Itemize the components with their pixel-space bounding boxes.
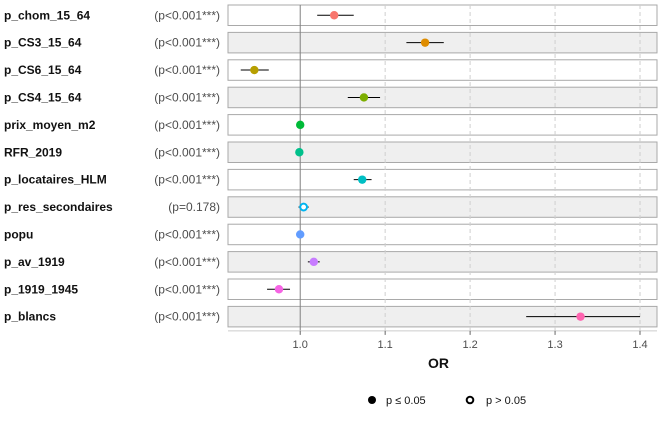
row-label: p_chom_15_64 (4, 8, 90, 22)
p-value-label: (p<0.001***) (154, 118, 220, 132)
row-band (227, 251, 658, 273)
row-band (227, 114, 658, 136)
x-axis: 1.0 1.1 1.2 1.3 1.4 OR (228, 330, 657, 371)
p-value-label: (p<0.001***) (154, 145, 220, 159)
row-band (227, 141, 658, 163)
row-band (227, 278, 658, 300)
x-axis-title: OR (428, 355, 449, 371)
p-value-label: (p<0.001***) (154, 310, 220, 324)
p-value-label: (p<0.001***) (154, 36, 220, 50)
row-label: p_CS3_15_64 (4, 36, 82, 50)
row-labels: p_chom_15_64 (p<0.001***) p_CS3_15_64 (p<0.… (4, 8, 220, 323)
x-tick-label: 1.2 (462, 339, 477, 351)
row-band (227, 4, 658, 26)
p-value-label: (p<0.001***) (154, 227, 220, 241)
legend: p ≤ 0.05 p > 0.05 (368, 395, 526, 407)
or-point (358, 175, 367, 184)
row-bands (227, 4, 658, 328)
or-point (296, 230, 305, 239)
legend-label: p ≤ 0.05 (386, 395, 426, 407)
or-point (299, 202, 309, 212)
row-label: p_av_1919 (4, 255, 65, 269)
row-band (227, 168, 658, 191)
or-point (309, 257, 318, 267)
row-label: p_blancs (4, 310, 56, 324)
row-label: RFR_2019 (4, 145, 62, 159)
row-band (227, 305, 658, 328)
p-value-label: (p<0.001***) (154, 90, 220, 104)
x-tick-label: 1.1 (378, 339, 393, 351)
p-value-label: (p<0.001***) (154, 63, 220, 77)
or-point (250, 65, 259, 75)
row-band (227, 196, 658, 218)
data-marks (240, 11, 641, 321)
row-label: popu (4, 227, 33, 241)
legend-label: p > 0.05 (486, 395, 526, 407)
p-value-label: (p<0.001***) (154, 173, 220, 187)
row-label: p_CS4_15_64 (4, 90, 82, 104)
row-label: prix_moyen_m2 (4, 118, 96, 132)
or-point (329, 11, 339, 20)
p-value-label: (p<0.001***) (154, 255, 220, 269)
legend-key-filled (368, 396, 376, 404)
p-value-label: (p<0.001***) (154, 282, 220, 296)
p-value-label: (p<0.001***) (154, 8, 220, 22)
x-tick-label: 1.0 (293, 339, 308, 351)
row-label: p_CS6_15_64 (4, 63, 82, 77)
p-value-label: (p=0.178) (168, 200, 220, 214)
or-point (420, 38, 430, 47)
or-point (359, 93, 369, 102)
x-tick-label: 1.4 (632, 339, 647, 351)
grid-lines (384, 5, 641, 331)
row-band (227, 86, 658, 109)
or-point (295, 148, 304, 157)
legend-key-open (465, 395, 475, 405)
or-point (274, 285, 284, 294)
x-tick-label: 1.3 (547, 339, 562, 351)
row-label: p_res_secondaires (4, 200, 113, 214)
or-point (576, 312, 585, 321)
or-point (296, 120, 305, 130)
row-label: p_1919_1945 (4, 282, 78, 296)
row-band (227, 223, 658, 246)
row-band (227, 59, 658, 81)
row-label: p_locataires_HLM (4, 173, 107, 187)
